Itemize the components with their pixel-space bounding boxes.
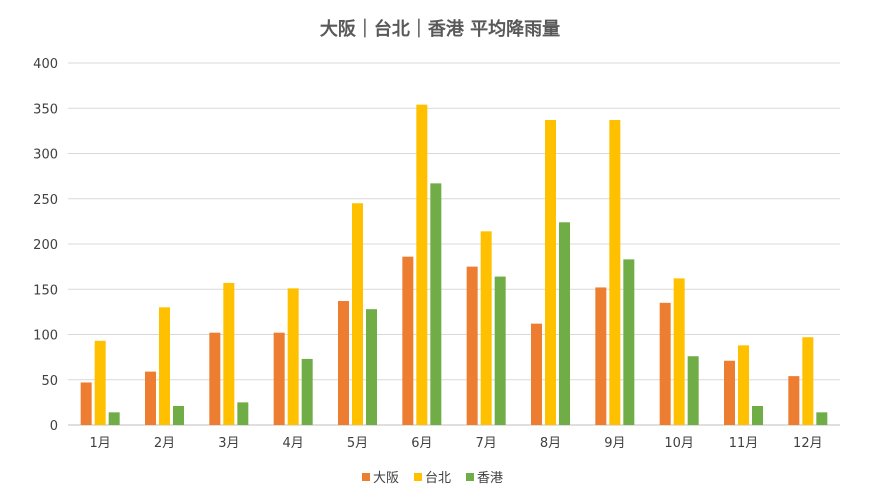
bar-大阪-3月 [209,332,221,425]
gridlines [68,62,840,426]
bar-大阪-7月 [466,266,478,425]
bar-香港-10月 [687,356,699,425]
bar-香港-9月 [623,259,635,425]
bar-大阪-6月 [402,256,414,425]
bar-台北-3月 [223,282,235,425]
bar-大阪-4月 [273,332,285,425]
bar-台北-12月 [802,337,814,425]
bar-香港-2月 [173,405,184,425]
bar-大阪-8月 [531,323,542,425]
bar-大阪-2月 [145,371,156,425]
y-tick-label: 200 [33,238,58,253]
bar-大阪-12月 [788,376,800,425]
y-axis-ticks: 0 50 100 150 200 250 300 350 400 [33,57,58,434]
bar-台北-7月 [480,231,492,425]
bar-大阪-5月 [338,301,349,425]
y-tick-label: 250 [33,193,58,208]
x-tick-label: 2月 [154,436,175,451]
x-tick-label: 3月 [218,436,239,451]
bar-香港-6月 [430,183,442,425]
x-tick-label: 6月 [411,436,432,451]
y-tick-label: 100 [33,329,58,344]
y-tick-label: 400 [33,57,58,72]
bar-台北-6月 [416,104,428,425]
bar-台北-9月 [609,120,621,425]
legend-label: 香港 [477,471,503,486]
x-tick-label: 5月 [347,436,368,451]
bar-香港-1月 [108,412,120,425]
bar-香港-7月 [494,276,506,425]
x-tick-label: 9月 [604,436,625,451]
bars [80,104,828,425]
legend-label: 大阪 [373,471,399,486]
chart-title: 大阪｜台北｜香港 平均降雨量 [320,18,560,40]
bar-香港-11月 [752,405,763,425]
x-tick-label: 11月 [729,436,759,451]
y-tick-label: 50 [41,374,58,389]
x-axis-ticks: 1月 2月 3月 4月 5月 6月 7月 8月 9月 10月 11月 12月 [90,436,823,451]
bar-香港-8月 [559,222,570,425]
bar-香港-12月 [816,412,828,425]
x-tick-label: 10月 [664,436,694,451]
y-tick-label: 300 [33,148,58,163]
y-tick-label: 350 [33,102,58,117]
bar-香港-5月 [366,309,377,425]
x-tick-label: 8月 [540,436,561,451]
bar-香港-3月 [237,402,249,425]
bar-台北-10月 [673,278,685,425]
legend-swatch [466,473,474,481]
legend-swatch [414,473,422,481]
bar-台北-4月 [287,288,299,425]
x-tick-label: 12月 [793,436,823,451]
legend: 大阪 台北 香港 [362,471,503,486]
bar-台北-5月 [352,203,363,425]
bar-大阪-10月 [659,302,671,425]
y-tick-label: 0 [50,419,58,434]
bar-大阪-9月 [595,287,607,425]
bar-台北-8月 [545,120,556,425]
bar-香港-4月 [301,358,313,425]
legend-swatch [362,473,370,481]
bar-台北-11月 [738,345,749,425]
x-tick-label: 7月 [476,436,497,451]
legend-label: 台北 [425,471,451,486]
y-tick-label: 150 [33,283,58,298]
x-tick-label: 4月 [283,436,304,451]
bar-大阪-1月 [80,382,92,425]
bar-台北-2月 [159,307,170,425]
x-tick-label: 1月 [90,436,111,451]
bar-大阪-11月 [724,360,735,425]
bar-台北-1月 [94,340,106,425]
